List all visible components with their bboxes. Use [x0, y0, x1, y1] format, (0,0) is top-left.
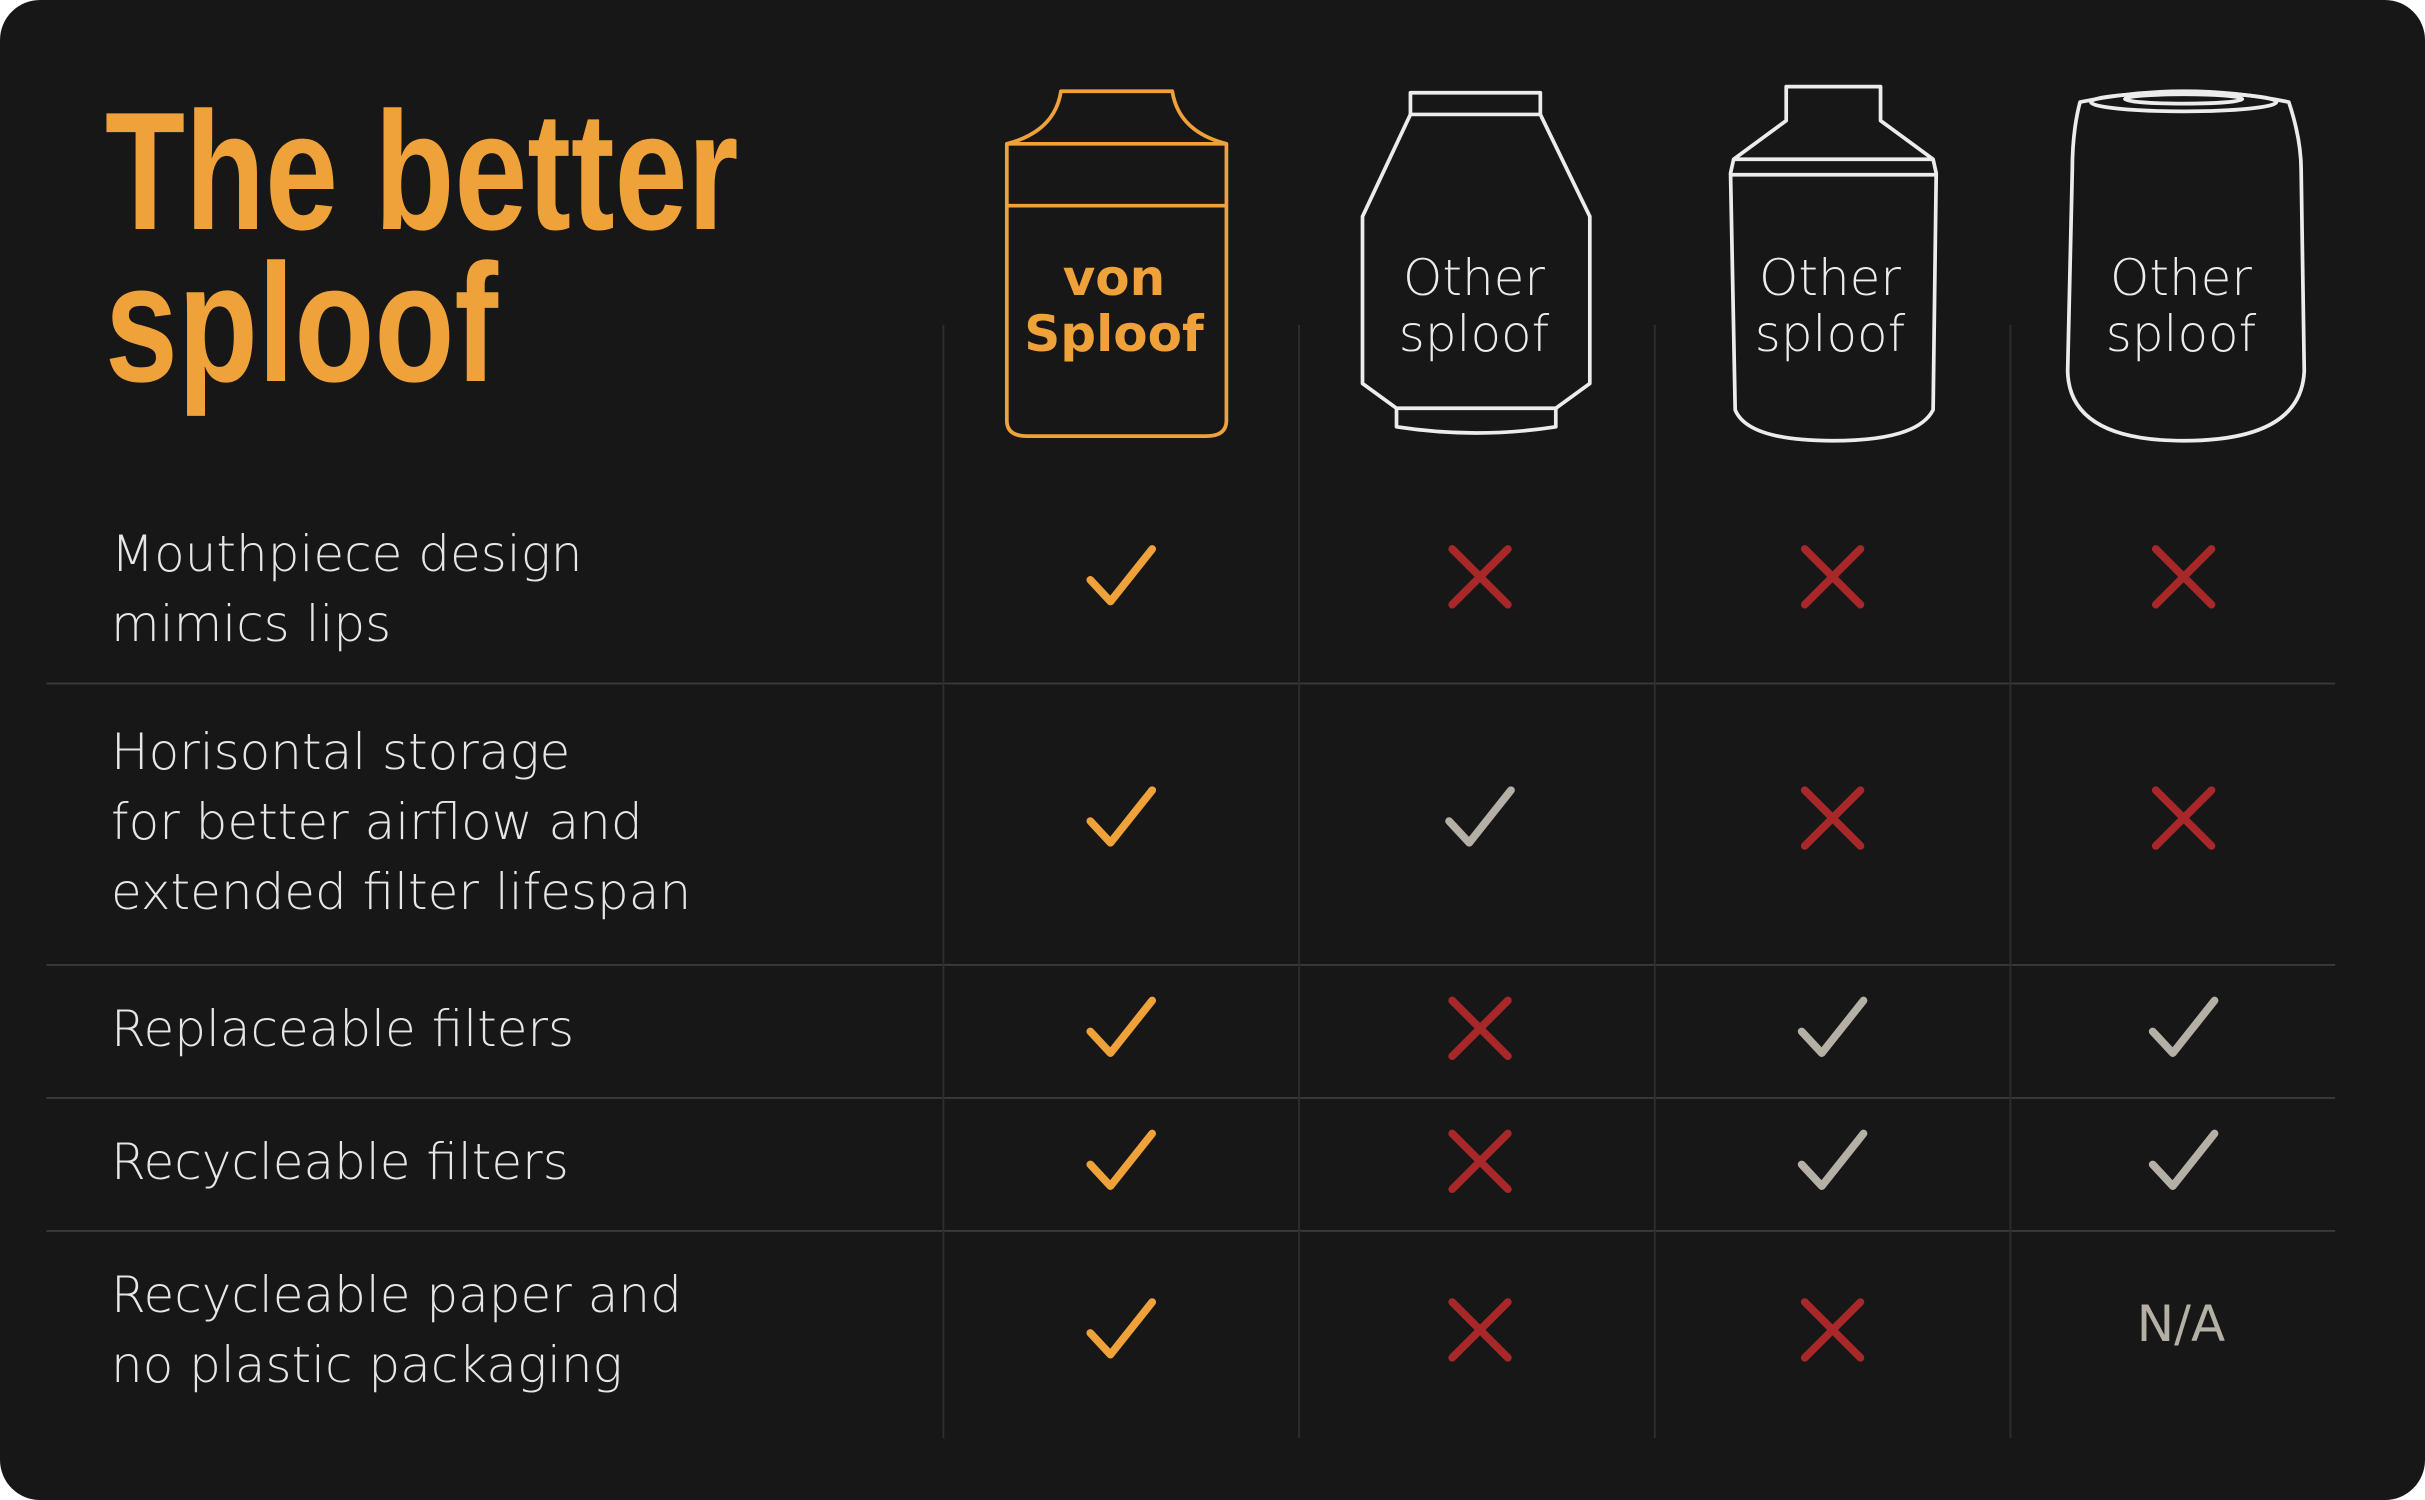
check-icon [2148, 1129, 2219, 1190]
bottle-icon [1360, 90, 1592, 435]
check-icon [1797, 996, 1868, 1057]
check-icon [1086, 996, 1157, 1057]
feature-label: Recycleable filters [111, 1133, 569, 1191]
check-icon [2148, 996, 2219, 1057]
cross-icon [2151, 786, 2216, 850]
cross-icon [1800, 786, 1865, 850]
cylinder-bottle-icon [2065, 89, 2307, 443]
check-icon [1086, 1298, 1157, 1359]
cross-icon [1448, 545, 1512, 609]
page-title: The better sploof [105, 77, 739, 417]
check-icon [1086, 545, 1157, 606]
feature-label: Horisontal storage for better airflow an… [111, 723, 692, 921]
cross-icon [2151, 545, 2216, 609]
product-label-other-1: Other sploof [1398, 249, 1550, 363]
cross-icon [1448, 996, 1512, 1061]
feature-label: Mouthpiece design mimics lips [111, 525, 583, 653]
bottle-icon [1728, 84, 1939, 443]
feature-label: Replaceable filters [111, 1000, 575, 1058]
check-icon [1086, 1129, 1157, 1190]
product-label-other-2: Other sploof [1754, 249, 1906, 363]
not-applicable-value: N/A [2136, 1295, 2226, 1353]
cross-icon [1800, 1298, 1865, 1362]
check-icon [1086, 786, 1157, 847]
cross-icon [1800, 545, 1865, 609]
cross-icon [1448, 1298, 1512, 1362]
feature-label: Recycleable paper and no plastic packagi… [111, 1266, 682, 1394]
product-label-von-sploof: von Sploof [1024, 249, 1204, 363]
comparison-marks [1086, 545, 2219, 1362]
check-icon [1445, 786, 1515, 847]
check-icon [1797, 1129, 1868, 1190]
cross-icon [1448, 1129, 1512, 1194]
table-grid [46, 324, 2336, 1439]
product-label-other-3: Other sploof [2105, 249, 2257, 363]
von-sploof-bottle-icon [1004, 89, 1229, 438]
